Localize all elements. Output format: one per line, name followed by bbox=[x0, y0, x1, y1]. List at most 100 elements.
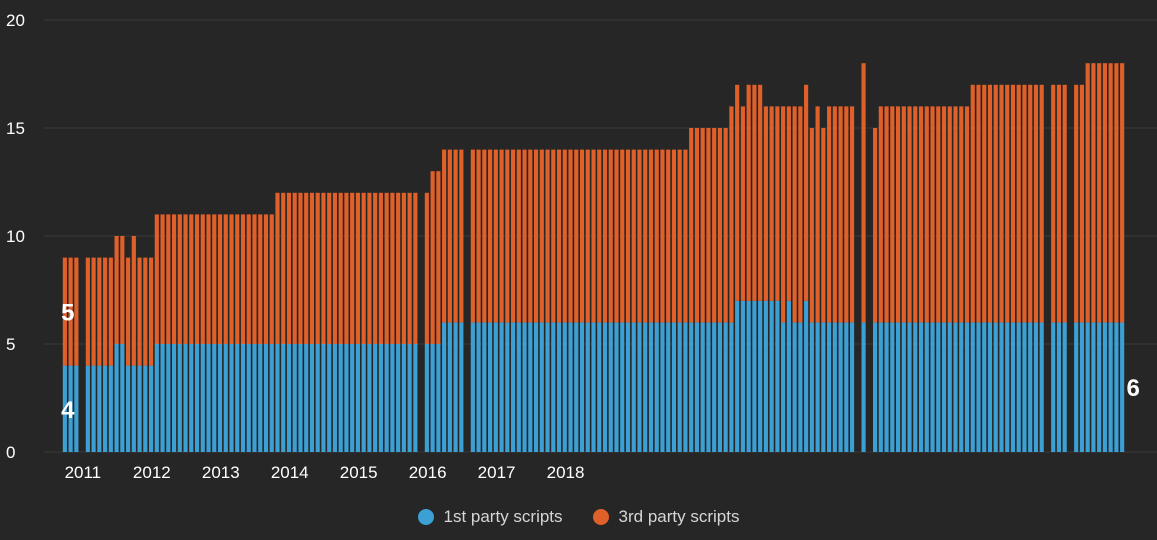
bar-1st-party bbox=[1051, 322, 1056, 452]
bar-1st-party bbox=[246, 344, 251, 452]
bar-3rd-party bbox=[959, 106, 964, 323]
bar-3rd-party bbox=[91, 257, 96, 366]
bar-1st-party bbox=[838, 322, 843, 452]
x-axis-tick-labels: 2011 2012 2013 2014 2015 2016 2017 2018 bbox=[65, 463, 585, 482]
bar-3rd-party bbox=[1097, 63, 1102, 323]
bar-3rd-party bbox=[217, 214, 223, 344]
bar-3rd-party bbox=[223, 214, 228, 344]
bar-annotation: 5 bbox=[61, 300, 74, 327]
bar-1st-party bbox=[654, 322, 659, 452]
bar-3rd-party bbox=[769, 106, 774, 301]
bar-1st-party bbox=[97, 365, 102, 452]
bar-1st-party bbox=[959, 322, 964, 452]
bar-3rd-party bbox=[1102, 63, 1107, 323]
bar-1st-party bbox=[126, 365, 131, 452]
bar-1st-party bbox=[447, 322, 452, 452]
bar-1st-party bbox=[625, 322, 631, 452]
bar-1st-party bbox=[235, 344, 240, 452]
bar-1st-party bbox=[597, 322, 602, 452]
bar-3rd-party bbox=[332, 192, 338, 344]
bar-3rd-party bbox=[108, 257, 113, 366]
bar-3rd-party bbox=[430, 171, 435, 344]
bar-1st-party bbox=[832, 322, 837, 452]
bar-3rd-party bbox=[850, 106, 855, 323]
bar-3rd-party bbox=[436, 171, 441, 344]
bar-1st-party bbox=[378, 344, 383, 452]
bar-3rd-party bbox=[608, 149, 613, 323]
bar-1st-party bbox=[1022, 322, 1027, 452]
y-tick-label: 15 bbox=[6, 119, 25, 138]
x-tick-label: 2012 bbox=[133, 463, 171, 482]
bar-3rd-party bbox=[556, 149, 562, 323]
bar-3rd-party bbox=[212, 214, 217, 344]
x-tick-label: 2011 bbox=[65, 463, 102, 482]
bar-1st-party bbox=[493, 322, 498, 452]
bar-1st-party bbox=[1102, 322, 1107, 452]
bar-1st-party bbox=[1010, 322, 1016, 452]
bar-1st-party bbox=[970, 322, 975, 452]
bar-3rd-party bbox=[315, 192, 320, 344]
bar-1st-party bbox=[602, 322, 608, 452]
bar-3rd-party bbox=[729, 106, 734, 323]
bar-3rd-party bbox=[999, 84, 1004, 323]
bar-1st-party bbox=[355, 344, 360, 452]
bar-1st-party bbox=[706, 322, 711, 452]
bar-1st-party bbox=[217, 344, 223, 452]
bar-1st-party bbox=[987, 322, 993, 452]
bar-3rd-party bbox=[694, 128, 700, 323]
x-tick-label: 2015 bbox=[340, 463, 378, 482]
bar-3rd-party bbox=[269, 214, 274, 344]
bar-1st-party bbox=[166, 344, 171, 452]
bar-3rd-party bbox=[390, 192, 395, 344]
bar-3rd-party bbox=[597, 149, 602, 323]
bar-3rd-party bbox=[154, 214, 159, 344]
bar-1st-party bbox=[740, 300, 745, 452]
bar-1st-party bbox=[1056, 322, 1062, 452]
bar-3rd-party bbox=[895, 106, 901, 323]
bar-3rd-party bbox=[194, 214, 200, 344]
bar-1st-party bbox=[752, 300, 757, 452]
bar-1st-party bbox=[562, 322, 567, 452]
bar-3rd-party bbox=[671, 149, 677, 323]
bar-1st-party bbox=[281, 344, 286, 452]
bar-3rd-party bbox=[1074, 84, 1079, 323]
bar-1st-party bbox=[648, 322, 654, 452]
series-1st-party-scripts bbox=[62, 300, 1125, 452]
bar-3rd-party bbox=[396, 192, 401, 344]
chart-legend: 1st party scripts 3rd party scripts bbox=[0, 507, 1157, 527]
bar-3rd-party bbox=[844, 106, 849, 323]
legend-item-3rd-party[interactable]: 3rd party scripts bbox=[592, 507, 740, 527]
bar-1st-party bbox=[608, 322, 613, 452]
bar-1st-party bbox=[804, 300, 809, 452]
x-tick-label: 2014 bbox=[271, 463, 309, 482]
legend-label-3rd-party: 3rd party scripts bbox=[618, 507, 740, 526]
bar-3rd-party bbox=[832, 106, 837, 323]
bar-1st-party bbox=[976, 322, 981, 452]
bar-1st-party bbox=[936, 322, 941, 452]
bar-3rd-party bbox=[177, 214, 182, 344]
bar-3rd-party bbox=[758, 84, 763, 301]
bar-1st-party bbox=[712, 322, 717, 452]
bar-1st-party bbox=[1085, 322, 1090, 452]
bar-1st-party bbox=[614, 322, 619, 452]
bar-3rd-party bbox=[924, 106, 929, 323]
bar-3rd-party bbox=[827, 106, 832, 323]
bar-3rd-party bbox=[355, 192, 360, 344]
bar-1st-party bbox=[1033, 322, 1039, 452]
bar-1st-party bbox=[1039, 322, 1044, 452]
bar-3rd-party bbox=[286, 192, 292, 344]
bar-3rd-party bbox=[1091, 63, 1096, 323]
bar-3rd-party bbox=[700, 128, 705, 323]
bar-3rd-party bbox=[970, 84, 975, 323]
bar-1st-party bbox=[85, 365, 90, 452]
legend-item-1st-party[interactable]: 1st party scripts bbox=[417, 507, 563, 527]
bar-3rd-party bbox=[229, 214, 234, 344]
bar-1st-party bbox=[401, 344, 406, 452]
y-tick-label: 10 bbox=[6, 227, 25, 246]
bar-1st-party bbox=[1062, 322, 1067, 452]
bar-3rd-party bbox=[258, 214, 263, 344]
bar-annotation: 12 bbox=[1120, 0, 1147, 6]
bar-1st-party bbox=[758, 300, 763, 452]
bar-3rd-party bbox=[442, 149, 447, 323]
